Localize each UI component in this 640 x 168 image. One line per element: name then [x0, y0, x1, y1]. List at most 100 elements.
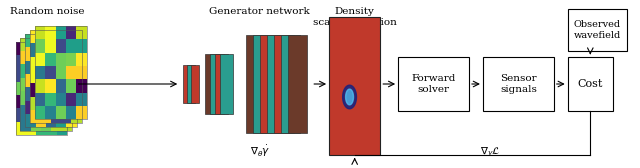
Polygon shape [76, 66, 86, 79]
Polygon shape [205, 54, 219, 114]
Polygon shape [31, 91, 41, 104]
Polygon shape [274, 35, 294, 133]
Polygon shape [61, 78, 72, 91]
Polygon shape [342, 85, 356, 109]
Polygon shape [71, 70, 81, 83]
Polygon shape [20, 91, 31, 104]
Polygon shape [20, 38, 31, 51]
Polygon shape [20, 78, 31, 91]
Polygon shape [71, 110, 81, 123]
Polygon shape [40, 110, 51, 123]
Polygon shape [41, 65, 51, 78]
Polygon shape [51, 97, 61, 110]
Polygon shape [61, 65, 72, 78]
Polygon shape [41, 51, 51, 65]
Polygon shape [67, 74, 77, 87]
Polygon shape [66, 53, 76, 66]
Polygon shape [46, 34, 56, 47]
Polygon shape [26, 74, 36, 87]
Polygon shape [40, 83, 51, 97]
Polygon shape [61, 97, 71, 110]
Polygon shape [26, 122, 36, 135]
Polygon shape [56, 114, 67, 127]
Polygon shape [67, 114, 77, 127]
Polygon shape [51, 78, 61, 91]
Polygon shape [40, 70, 51, 83]
Polygon shape [46, 122, 56, 135]
Polygon shape [41, 38, 51, 51]
Polygon shape [56, 26, 66, 39]
Polygon shape [26, 47, 36, 60]
Polygon shape [51, 38, 61, 51]
Polygon shape [61, 30, 71, 43]
Text: Observed
wavefield: Observed wavefield [573, 20, 621, 40]
Polygon shape [40, 57, 51, 70]
Polygon shape [260, 35, 280, 133]
Polygon shape [15, 55, 26, 68]
Polygon shape [61, 38, 72, 51]
Polygon shape [51, 70, 61, 83]
Polygon shape [267, 35, 287, 133]
Polygon shape [46, 87, 56, 101]
Polygon shape [31, 65, 41, 78]
Polygon shape [15, 122, 26, 135]
Polygon shape [31, 51, 41, 65]
Polygon shape [483, 57, 554, 111]
Polygon shape [30, 70, 40, 83]
Polygon shape [67, 87, 77, 101]
Polygon shape [56, 95, 67, 109]
Polygon shape [56, 60, 67, 74]
Polygon shape [183, 65, 191, 103]
Polygon shape [46, 82, 56, 95]
Polygon shape [66, 79, 76, 93]
Text: $\nabla_\theta\dot{\gamma}$: $\nabla_\theta\dot{\gamma}$ [250, 143, 270, 159]
Polygon shape [214, 54, 228, 114]
Polygon shape [76, 93, 86, 106]
Polygon shape [26, 87, 36, 101]
Polygon shape [51, 43, 61, 57]
Polygon shape [51, 91, 61, 104]
Polygon shape [40, 97, 51, 110]
Polygon shape [568, 9, 627, 51]
Polygon shape [191, 65, 199, 103]
Polygon shape [26, 42, 36, 55]
Polygon shape [31, 38, 41, 51]
Polygon shape [56, 66, 66, 79]
Polygon shape [51, 57, 61, 70]
Polygon shape [46, 114, 56, 127]
Polygon shape [46, 60, 56, 74]
Polygon shape [35, 79, 45, 93]
Text: Generator network: Generator network [209, 7, 309, 16]
Polygon shape [56, 74, 67, 87]
Polygon shape [61, 118, 72, 131]
Polygon shape [46, 68, 56, 82]
Polygon shape [26, 82, 36, 95]
Polygon shape [36, 87, 46, 101]
Polygon shape [66, 66, 76, 79]
Polygon shape [46, 55, 56, 68]
Polygon shape [61, 104, 72, 118]
Polygon shape [51, 30, 61, 43]
Polygon shape [51, 65, 61, 78]
Polygon shape [76, 39, 86, 53]
Polygon shape [56, 109, 67, 122]
Polygon shape [66, 26, 76, 39]
Polygon shape [76, 106, 86, 119]
Polygon shape [61, 43, 71, 57]
Polygon shape [45, 79, 56, 93]
Polygon shape [67, 34, 77, 47]
Polygon shape [26, 34, 36, 47]
Polygon shape [45, 39, 56, 53]
Polygon shape [30, 83, 40, 97]
Polygon shape [346, 89, 353, 105]
Polygon shape [36, 55, 46, 68]
Polygon shape [61, 91, 72, 104]
Polygon shape [46, 42, 56, 55]
Polygon shape [26, 60, 36, 74]
Polygon shape [56, 106, 66, 119]
Polygon shape [71, 43, 81, 57]
Polygon shape [61, 57, 71, 70]
Polygon shape [71, 30, 81, 43]
Polygon shape [15, 82, 26, 95]
Polygon shape [30, 110, 40, 123]
